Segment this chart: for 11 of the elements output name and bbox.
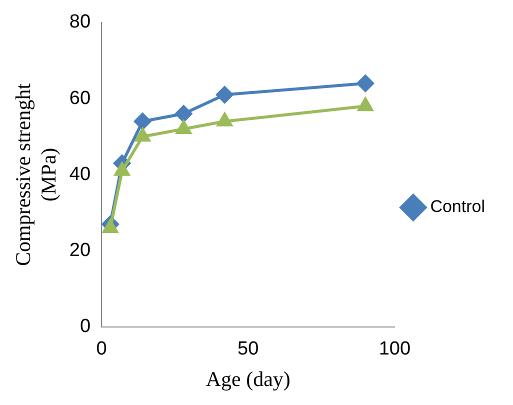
y-tick-label: 0 bbox=[80, 316, 91, 338]
y-tick-label: 60 bbox=[69, 88, 91, 109]
y-tick-label: 80 bbox=[69, 12, 91, 33]
y-tick-label: 20 bbox=[69, 240, 91, 262]
y-axis-title: Compressive strenght (MPa) bbox=[11, 83, 60, 266]
y-tick-label: 40 bbox=[69, 164, 91, 185]
x-axis-title: Age (day) bbox=[206, 366, 290, 391]
x-tick-label: 100 bbox=[378, 338, 411, 360]
legend-label: Control bbox=[430, 197, 486, 216]
x-tick-label: 50 bbox=[238, 338, 259, 360]
x-tick-label: 0 bbox=[96, 338, 107, 360]
